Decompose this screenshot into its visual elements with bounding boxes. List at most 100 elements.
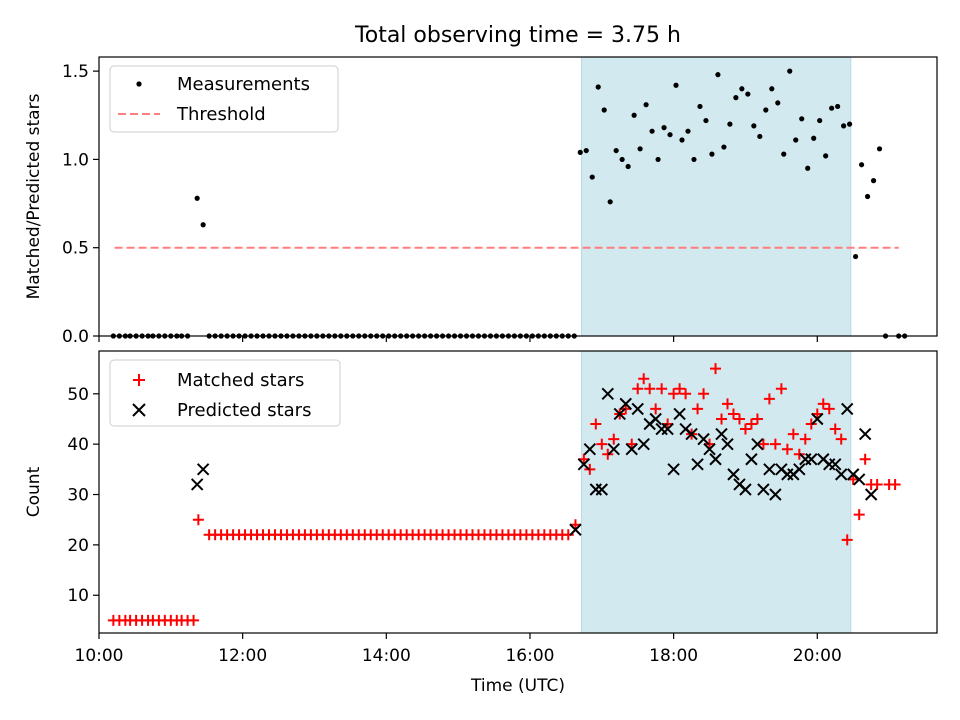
measurement-point [805,165,811,171]
matched-star-point [763,393,775,405]
measurement-point [733,95,739,101]
matched-star-point [722,398,733,410]
measurement-point [685,128,691,134]
predicted-star-point [667,463,680,476]
matched-star-point [757,438,769,450]
matched-star-point [853,509,865,521]
predicted-star-point [697,432,710,446]
measurement-point [823,153,829,159]
matched-star-point [668,388,680,400]
top-y-tick-label: 0.0 [62,327,89,347]
predicted-star-point [649,412,662,426]
top-x-ticks [98,336,818,342]
matched-star-point [680,388,692,400]
legend-matched-label: Matched stars [177,370,304,391]
predicted-star-point [709,453,722,466]
measurement-point [577,149,583,155]
measurement-point [835,103,841,110]
measurement-point [601,107,607,113]
matched-star-point [745,418,757,430]
predicted-star-point [673,407,686,421]
measurement-point [864,193,871,200]
measurement-point [721,144,727,150]
measurement-point [769,86,775,92]
matched-star-point [608,433,620,445]
bottom-observing-window-shade [580,350,852,634]
predicted-stars-points [190,387,878,536]
measurement-point [643,102,649,108]
x-tick-label: 18:00 [649,646,698,666]
top-panel: 0.0 0.5 1.0 1.5 Matched/Predicted stars Mea… [24,56,938,347]
top-legend-box [109,65,339,133]
measurement-point [787,68,793,74]
top-y-axis-label: Matched/Predicted stars [24,93,44,299]
top-y-tick-label: 0.5 [62,239,89,259]
x-tick-label: 20:00 [793,646,842,666]
predicted-star-point [727,468,740,481]
measurement-point [200,222,206,228]
predicted-star-point [631,402,644,416]
matched-star-point [727,408,739,420]
matched-star-point [716,413,728,425]
matched-star-point [698,388,710,400]
x-tick-label: 14:00 [362,646,411,666]
measurement-point [858,162,865,168]
matched-star-point [562,529,574,541]
measurement-point [625,163,631,170]
matched-star-point [823,403,835,415]
predicted-star-point [625,442,638,456]
predicted-star-point [745,453,758,466]
bottom-y-tick-label: 30 [67,486,89,506]
bottom-y-axis: 10 20 30 40 50 [67,385,99,606]
measurement-point [775,100,781,106]
top-y-tick-label: 1.5 [62,62,89,82]
measurement-point [870,178,877,184]
matched-star-point [733,413,745,425]
predicted-star-point [811,412,824,426]
legend-measurement-marker [136,81,142,87]
measurement-point [194,195,200,201]
measurement-point [745,91,751,97]
legend-matched-marker [133,374,145,386]
measurement-point [799,116,805,122]
matched-star-point [192,514,204,526]
predicted-star-point [607,442,620,456]
matched-star-point [644,383,656,395]
x-axis-label: Time (UTC) [470,676,565,696]
predicted-star-point [595,483,609,496]
measurement-point [631,112,637,118]
matched-star-point [835,433,847,445]
measurement-point [781,151,787,157]
predicted-star-point [583,442,597,456]
x-tick-label: 16:00 [505,646,554,666]
matched-star-point [787,428,799,440]
measurement-point [715,72,721,78]
bottom-panel: 10 20 30 40 50 10:00 12:00 14:00 16:00 18:00 20:0… [24,350,938,696]
measurement-point [691,156,697,163]
predicted-star-point [841,402,854,416]
measurement-point [852,253,859,260]
matched-star-point [739,423,751,435]
predicted-star-point [703,442,716,456]
matched-star-point [602,448,614,460]
measurement-point [607,199,613,205]
measurement-point [613,147,619,154]
bottom-x-axis: 10:00 12:00 14:00 16:00 18:00 20:00 [75,633,842,666]
predicted-star-point [769,488,782,501]
measurement-point [727,121,733,127]
measurement-point [649,128,655,134]
predicted-star-point [715,427,728,441]
predicted-star-point [613,407,626,421]
predicted-star-point [835,468,848,481]
matched-star-point [799,433,811,445]
bottom-y-axis-label: Count [24,466,44,517]
matched-star-point [710,363,722,375]
measurement-point [589,174,595,180]
measurement-point [847,121,853,127]
top-observing-window-shade [580,56,852,337]
bottom-y-tick-label: 10 [67,586,89,606]
predicted-star-point [858,427,872,441]
x-tick-label: 12:00 [218,646,267,666]
measurement-point [637,146,643,152]
